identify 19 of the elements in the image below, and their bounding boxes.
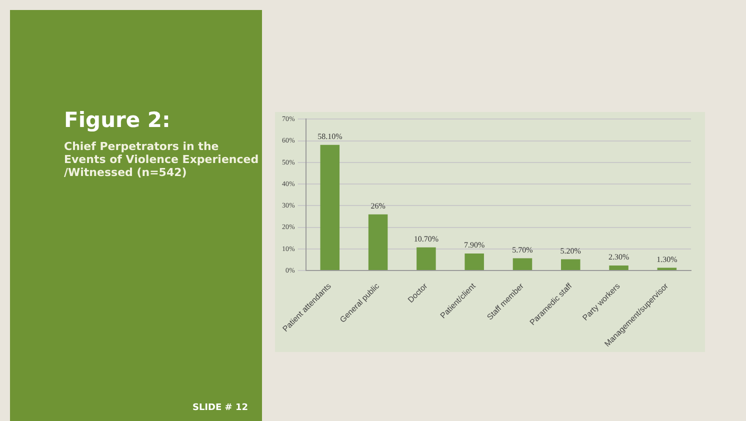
bar [320,144,340,270]
bar [657,268,677,270]
data-label: 10.70% [414,234,439,244]
text: SLIDE # 12 [192,403,248,413]
data-label: 7.90% [464,240,486,250]
bar [416,247,436,270]
data-label: 5.20% [560,246,582,256]
data-label: 2.30% [608,252,630,262]
data-label: 1.30% [656,254,678,264]
data-label: 5.70% [512,245,534,254]
bar [561,259,580,270]
bar [464,253,484,270]
bar [609,266,628,270]
text: Chief Perpetrators in the Events of Violence Experienced /Witnessed (n=542) [64,140,260,179]
bar [512,258,532,270]
data-label: 58.10% [318,132,343,142]
bar [368,214,388,270]
data-label: 26% [370,201,386,210]
text: Figure 2: [64,108,170,132]
